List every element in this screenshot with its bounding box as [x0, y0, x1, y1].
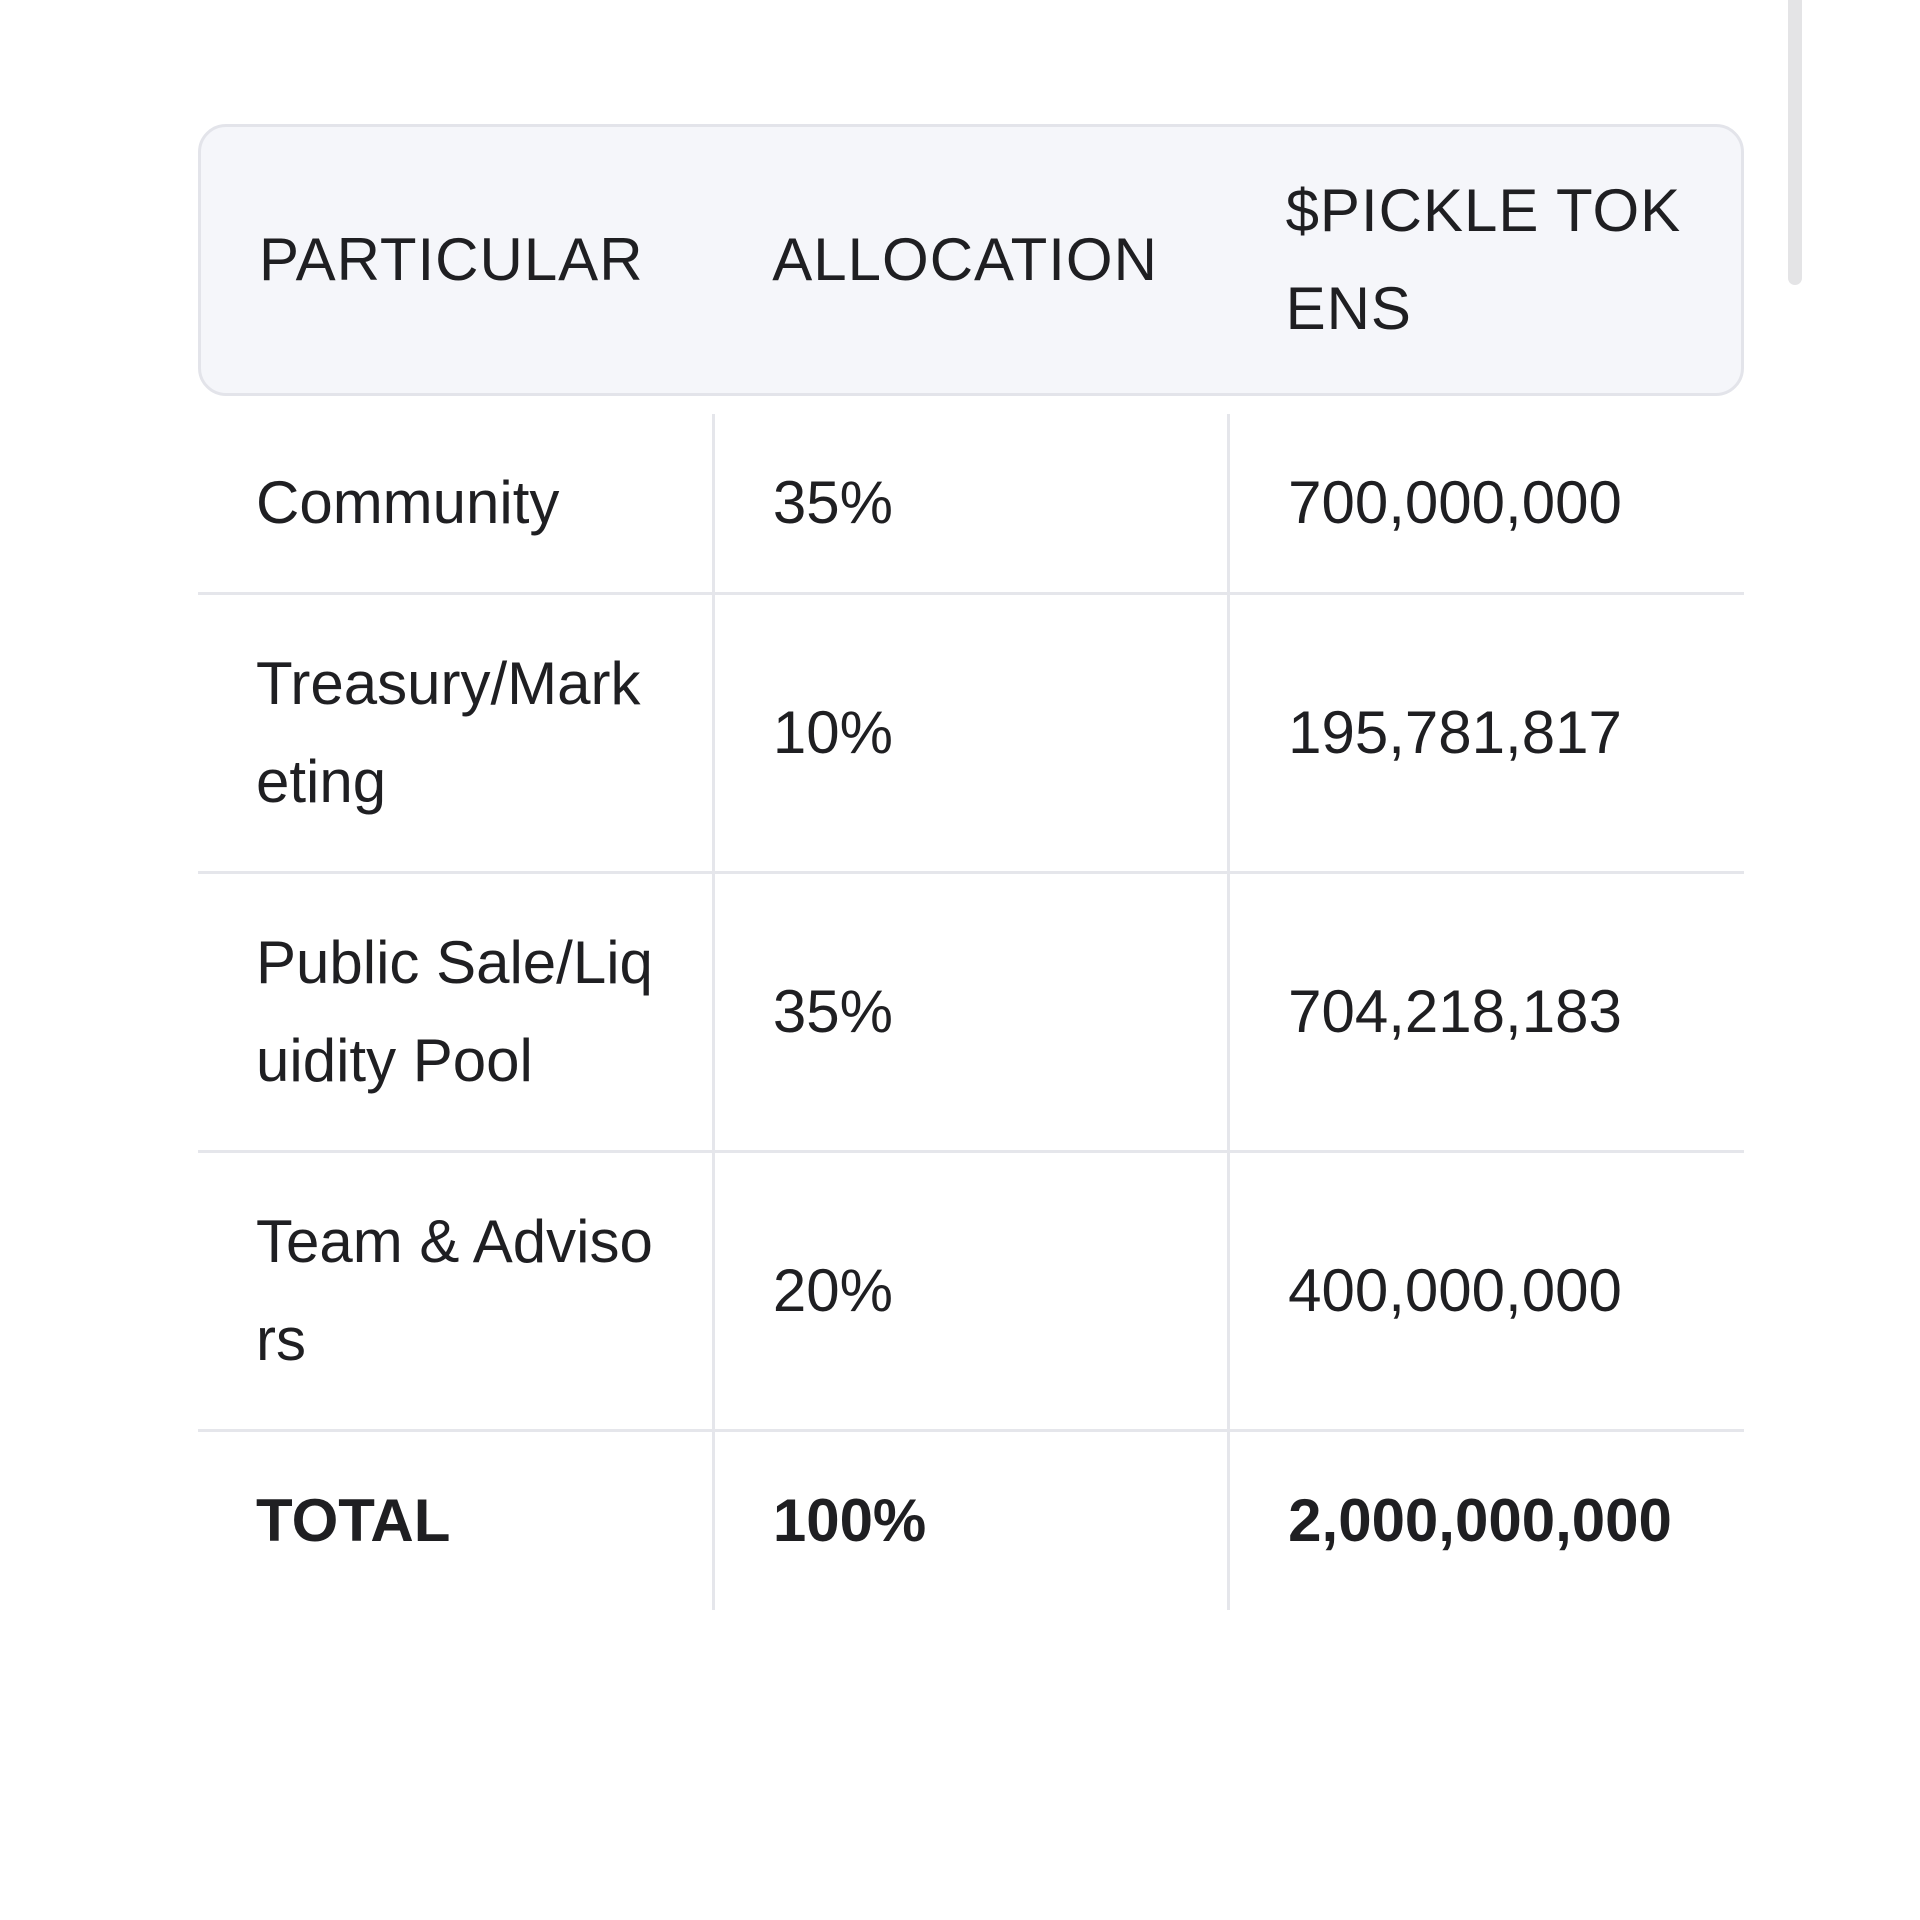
scrollbar[interactable]: [1788, 0, 1802, 285]
table-row: Team & Advisors 20% 400,000,000: [198, 1151, 1744, 1432]
table-cell: 35%: [711, 414, 1229, 595]
header-cell: PARTICULAR: [259, 226, 644, 293]
table-cell: 20%: [711, 1151, 1229, 1432]
table-cell: 195,781,817: [1227, 593, 1744, 874]
table-row: Public Sale/Liquidity Pool 35% 704,218,183: [198, 872, 1744, 1153]
table-body: Community 35% 700,000,000 Treasury/Marketin…: [198, 414, 1744, 1610]
table-header: PARTICULAR ALLOCATION $PICKLE TOKENS: [198, 124, 1744, 396]
table-cell: Team & Advisors: [198, 1151, 714, 1432]
table-cell: 2,000,000,000: [1227, 1430, 1744, 1610]
table-row: Community 35% 700,000,000: [198, 414, 1744, 595]
header-cell: ALLOCATION: [772, 226, 1158, 293]
table-cell: 35%: [711, 872, 1229, 1153]
table-cell: 400,000,000: [1227, 1151, 1744, 1432]
table-cell: Community: [198, 414, 714, 595]
table-cell: Public Sale/Liquidity Pool: [198, 872, 714, 1153]
table-cell: 704,218,183: [1227, 872, 1744, 1153]
table-container: PARTICULAR ALLOCATION $PICKLE TOKENS Com…: [198, 124, 1744, 1610]
table-cell: 100%: [711, 1430, 1229, 1610]
table-cell: Treasury/Marketing: [198, 593, 714, 874]
table-row: Treasury/Marketing 10% 195,781,817: [198, 593, 1744, 874]
table-cell: TOTAL: [256, 1487, 451, 1554]
table-row: TOTAL 100% 2,000,000,000: [198, 1430, 1744, 1610]
header-cell: $PICKLE TOKENS: [1285, 177, 1682, 342]
table-cell: 10%: [711, 593, 1229, 874]
table-cell: 700,000,000: [1227, 414, 1744, 595]
